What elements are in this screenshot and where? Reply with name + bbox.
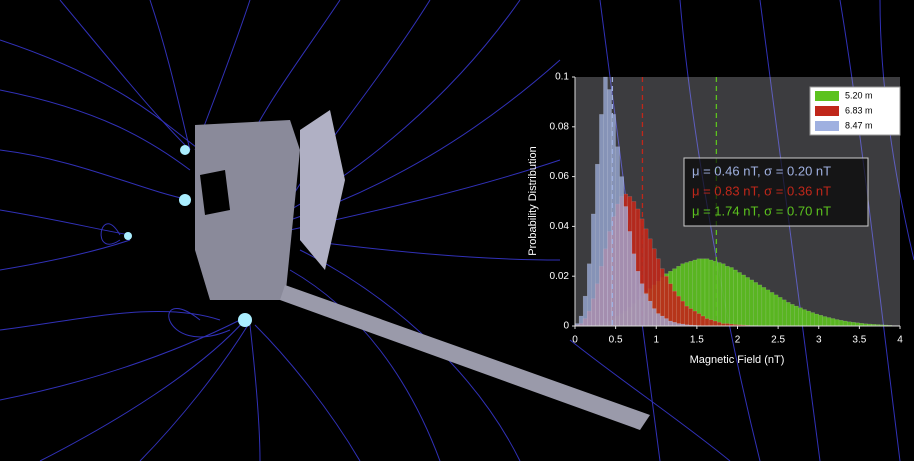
bar	[803, 310, 807, 326]
bar	[705, 319, 709, 326]
x-tick-label: 0.5	[609, 335, 623, 346]
bar	[705, 259, 709, 326]
y-tick-label: 0	[563, 321, 569, 332]
bar	[583, 296, 587, 326]
bar	[599, 114, 603, 326]
bar	[847, 322, 851, 326]
bar	[827, 318, 831, 326]
bar	[782, 300, 786, 326]
bar	[721, 264, 725, 326]
bar	[819, 315, 823, 326]
bar	[664, 319, 668, 326]
x-tick-label: 0	[572, 335, 578, 346]
bar	[835, 320, 839, 326]
bar	[608, 89, 612, 326]
bar	[807, 311, 811, 326]
legend-label: 6.83 m	[845, 105, 873, 115]
screenshot: Magnetic Field (nT) Probability Distribu…	[0, 0, 914, 461]
bar	[758, 285, 762, 326]
bar	[750, 280, 754, 326]
legend-label: 5.20 m	[845, 90, 873, 100]
y-tick-label: 0.02	[550, 271, 570, 282]
bar	[668, 321, 672, 326]
bar	[591, 214, 595, 326]
bar	[616, 147, 620, 326]
bar	[798, 308, 802, 326]
x-tick-label: 1.5	[690, 335, 704, 346]
bar	[632, 254, 636, 326]
bar	[843, 321, 847, 326]
bar	[811, 313, 815, 326]
bar	[733, 270, 737, 326]
bar	[746, 277, 750, 326]
bar	[620, 177, 624, 326]
bar	[652, 309, 656, 326]
bar	[790, 304, 794, 326]
bar	[648, 301, 652, 326]
x-tick-label: 3	[816, 335, 822, 346]
bar	[624, 206, 628, 326]
bar	[677, 296, 681, 326]
bar	[778, 297, 782, 326]
legend-swatch	[815, 106, 839, 116]
bar	[762, 287, 766, 326]
x-tick-label: 4	[897, 335, 903, 346]
bar	[644, 294, 648, 326]
bar	[640, 284, 644, 326]
bar	[697, 314, 701, 326]
bar	[636, 271, 640, 326]
bar	[770, 292, 774, 326]
y-tick-label: 0.04	[550, 221, 570, 232]
bar	[794, 306, 798, 326]
bar	[709, 260, 713, 326]
bar	[579, 316, 583, 326]
bar	[595, 164, 599, 326]
bar	[713, 321, 717, 326]
x-tick-label: 2.5	[771, 335, 785, 346]
bar	[689, 309, 693, 326]
x-tick-label: 1	[653, 335, 659, 346]
y-tick-label: 0.08	[550, 121, 570, 132]
bar	[766, 290, 770, 326]
bar	[693, 311, 697, 326]
bar	[774, 295, 778, 326]
bar	[738, 272, 742, 326]
y-axis-label: Probability Distribution	[527, 146, 539, 255]
bar	[668, 284, 672, 326]
bar	[754, 282, 758, 326]
stats-label: μ = 0.46 nT, σ = 0.20 nT	[692, 163, 831, 178]
bar	[742, 275, 746, 326]
bar	[786, 302, 790, 326]
x-tick-label: 2	[735, 335, 741, 346]
bar	[717, 322, 721, 326]
legend-swatch	[815, 121, 839, 131]
stats-label: μ = 0.83 nT, σ = 0.36 nT	[692, 183, 831, 198]
bar	[681, 301, 685, 326]
bar	[851, 322, 855, 326]
bar	[839, 320, 843, 326]
bar	[660, 316, 664, 326]
bar	[673, 322, 677, 326]
bar	[685, 306, 689, 326]
bar	[628, 231, 632, 326]
bar	[729, 267, 733, 326]
bar	[831, 319, 835, 326]
bar	[815, 314, 819, 326]
bar	[823, 317, 827, 326]
bar	[701, 316, 705, 326]
y-tick-label: 0.06	[550, 171, 570, 182]
legend-swatch	[815, 91, 839, 101]
bar	[725, 266, 729, 326]
y-tick-label: 0.1	[555, 72, 569, 83]
x-tick-label: 3.5	[852, 335, 866, 346]
bar	[709, 320, 713, 326]
bar	[717, 263, 721, 326]
bar	[587, 264, 591, 326]
stats-label: μ = 1.74 nT, σ = 0.70 nT	[692, 203, 831, 218]
bar	[656, 314, 660, 326]
bar	[673, 291, 677, 326]
legend-label: 8.47 m	[845, 120, 873, 130]
bar	[603, 77, 607, 326]
x-axis-label: Magnetic Field (nT)	[690, 354, 785, 366]
